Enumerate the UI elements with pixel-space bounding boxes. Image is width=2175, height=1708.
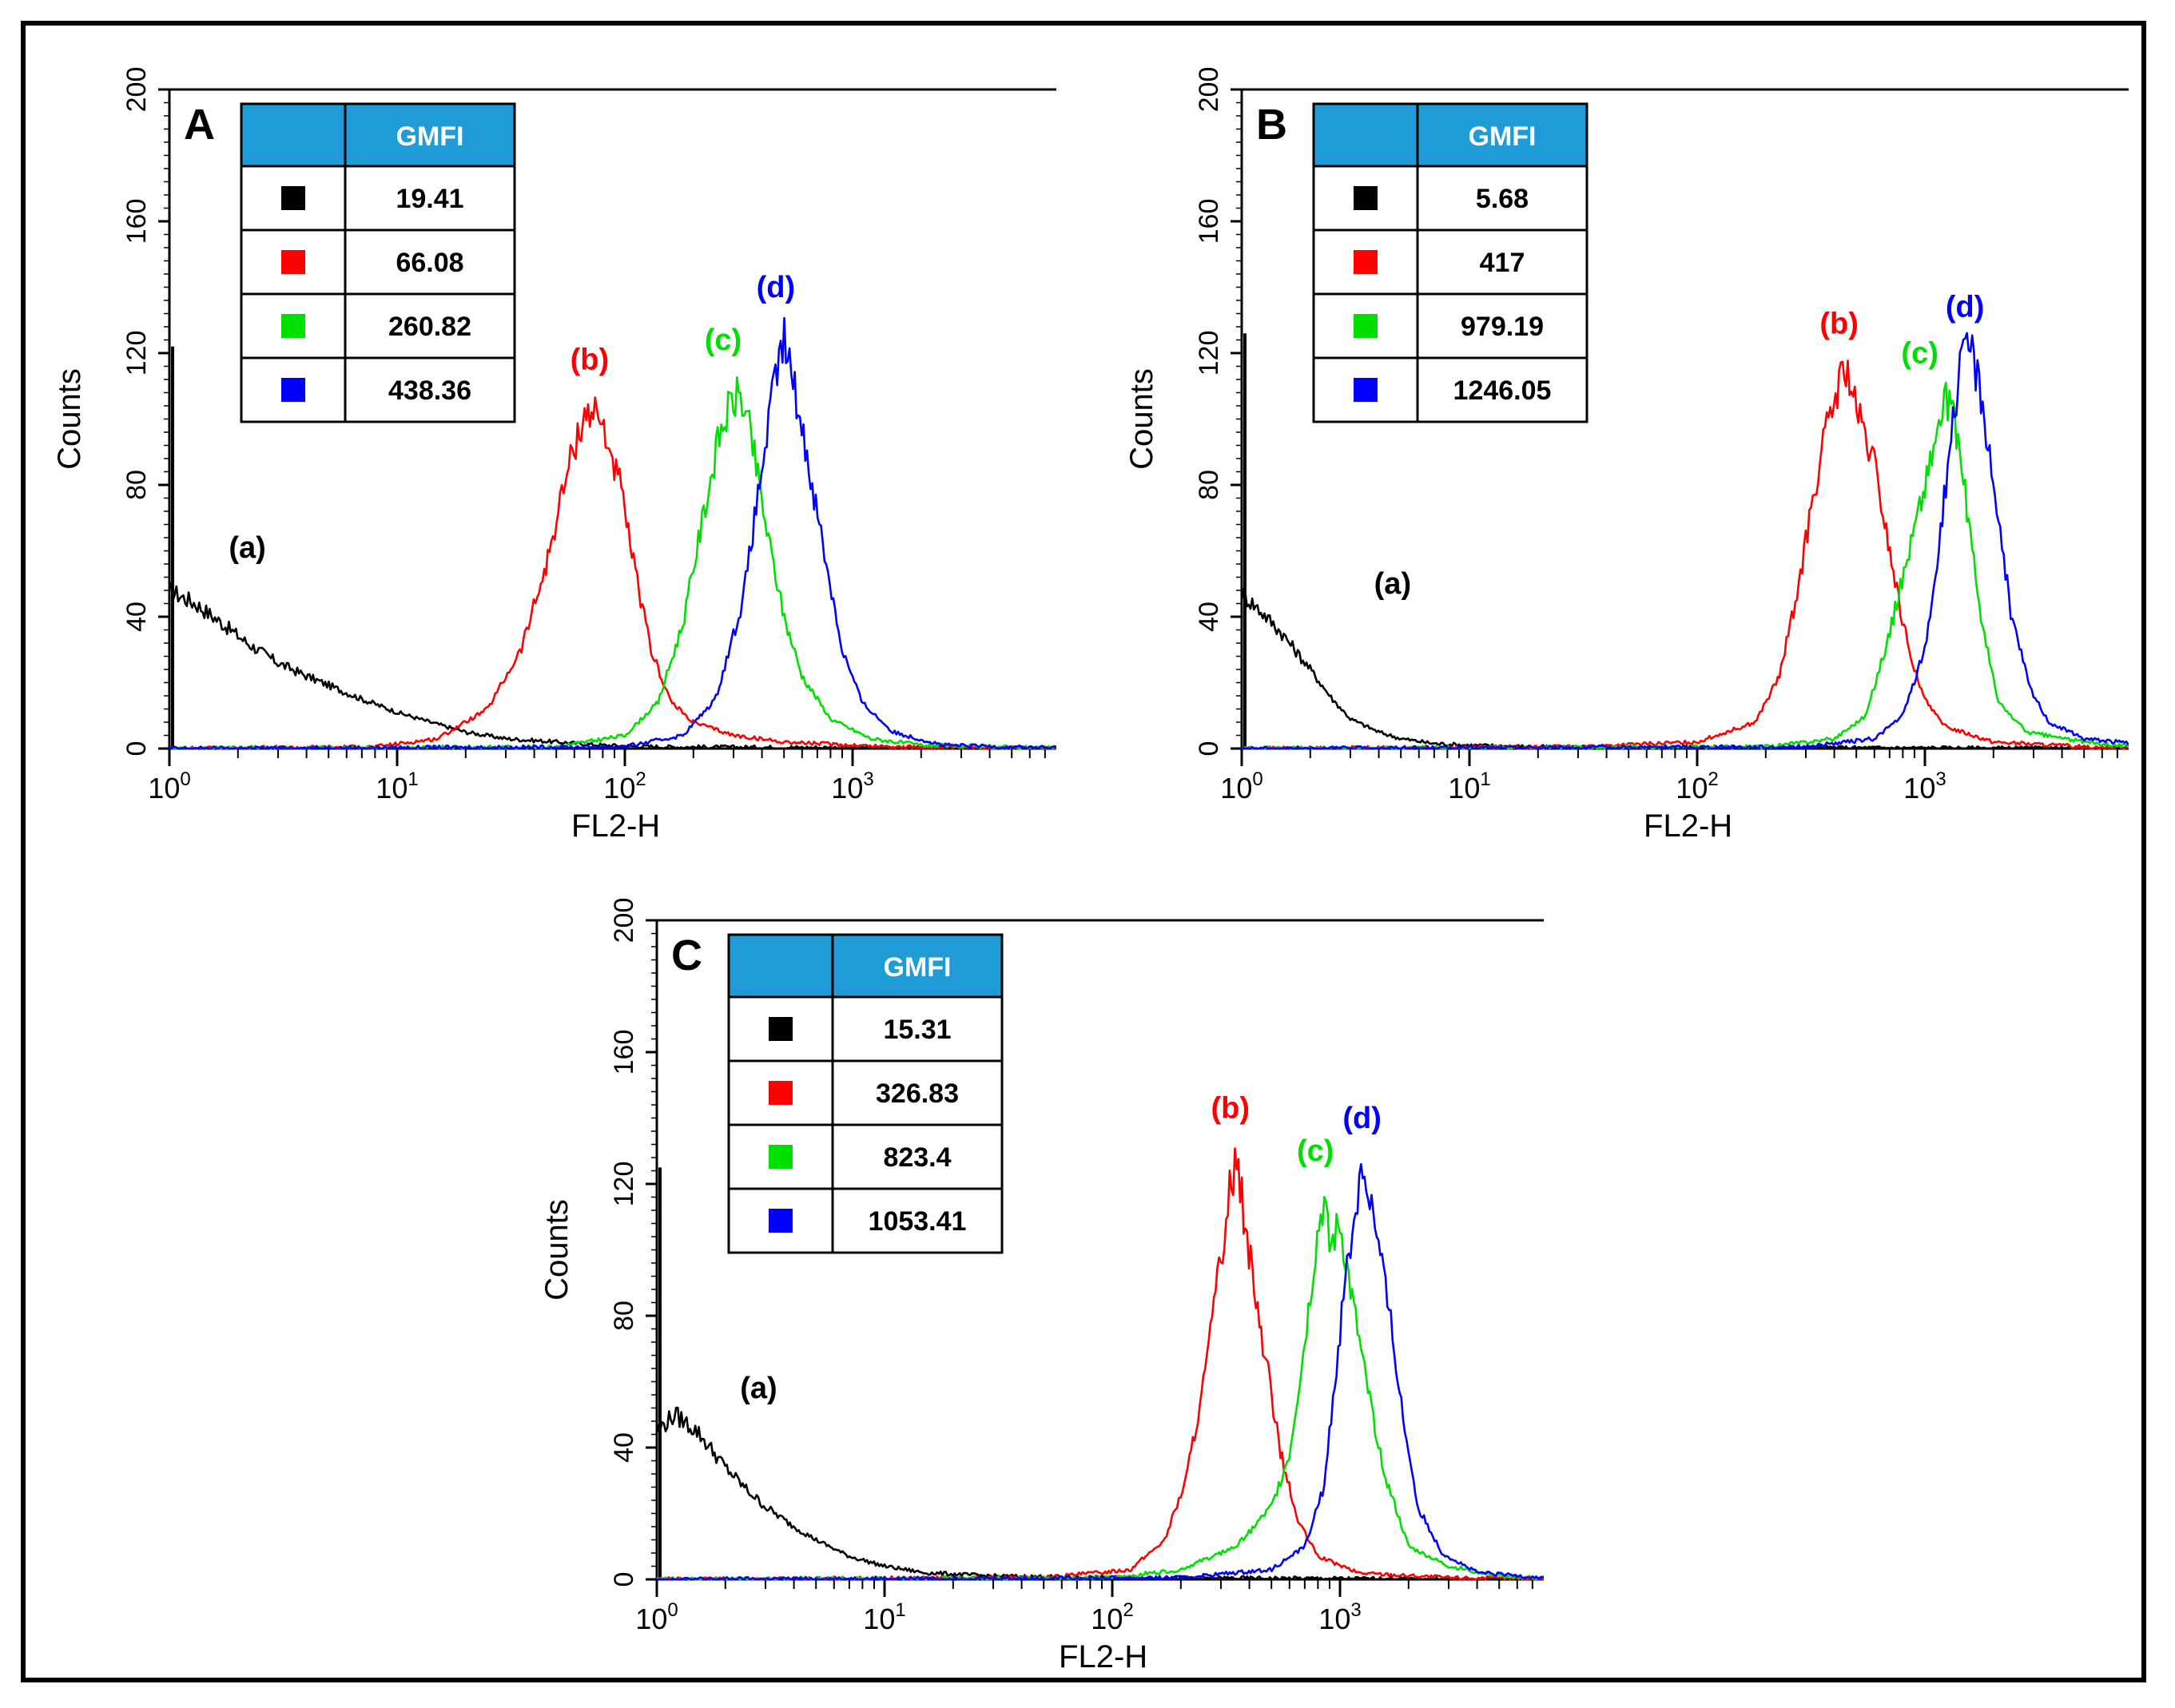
x-tick-label: 103	[831, 769, 873, 804]
y-tick-label: 120	[121, 331, 152, 376]
panel-letter: A	[184, 101, 215, 149]
series-line-c	[169, 376, 1080, 750]
series-label-c: (c)	[1901, 336, 1938, 370]
legend-value: 5.68	[1476, 184, 1529, 214]
legend-value: 1246.05	[1453, 375, 1552, 406]
histogram-chart: 04080120160200Counts100101102103104FL2-H…	[539, 898, 1589, 1674]
series-line-d	[1241, 332, 2153, 750]
legend-header	[240, 102, 516, 168]
x-axis-label: FL2-H	[1059, 1639, 1147, 1674]
y-axis-label: Counts	[52, 368, 87, 470]
y-tick-label: 0	[609, 1572, 639, 1587]
y-tick-label: 160	[121, 199, 152, 244]
legend-swatch-a	[281, 186, 305, 210]
legend-swatch-c	[769, 1145, 793, 1169]
y-tick-label: 200	[609, 898, 639, 943]
y-axis-label: Counts	[539, 1199, 575, 1301]
y-tick-label: 0	[121, 741, 152, 757]
legend-value: 979.19	[1461, 312, 1544, 342]
y-tick-label: 160	[1194, 199, 1224, 244]
legend-swatch-d	[1354, 378, 1378, 402]
legend-swatch-c	[281, 314, 305, 338]
x-tick-label: 100	[635, 1599, 678, 1635]
y-tick-label: 200	[1194, 67, 1224, 113]
series-line-d	[657, 1162, 1569, 1581]
legend-header-label: GMFI	[396, 121, 464, 152]
y-tick-label: 40	[121, 602, 152, 632]
legend-value: 823.4	[883, 1142, 951, 1173]
series-label-c: (c)	[705, 324, 742, 357]
y-axis-label: Counts	[1124, 368, 1159, 470]
legend-value: 19.41	[396, 184, 463, 214]
x-tick-label: 102	[1091, 1599, 1133, 1635]
histogram-chart: 04080120160200Counts100101102103104FL2-H…	[52, 67, 1102, 844]
x-tick-label: 101	[863, 1599, 905, 1635]
series-label-d: (d)	[1946, 291, 1985, 324]
legend-value: 326.83	[876, 1078, 959, 1109]
x-tick-label: 101	[376, 769, 418, 804]
legend-header-label: GMFI	[1469, 121, 1537, 152]
x-tick-label: 102	[1676, 769, 1718, 804]
y-tick-label: 80	[609, 1301, 639, 1331]
x-axis-label: FL2-H	[571, 808, 660, 844]
y-tick-label: 40	[1194, 602, 1224, 632]
x-tick-label: 103	[1903, 769, 1946, 804]
legend-value: 438.36	[388, 375, 471, 406]
gmfi-legend-table: GMFI 5.68 417 979.19 1246.05	[1312, 102, 1589, 423]
series-label-d: (d)	[1342, 1102, 1382, 1135]
legend-header	[1312, 102, 1589, 168]
figure-frame: 04080120160200Counts100101102103104FL2-H…	[21, 21, 2174, 1682]
x-tick-label: 103	[1318, 1599, 1361, 1635]
legend-value: 15.31	[883, 1015, 951, 1045]
y-tick-label: 80	[1194, 470, 1224, 500]
legend-swatch-a	[1354, 186, 1378, 210]
y-tick-label: 200	[121, 67, 152, 113]
x-tick-label: 100	[148, 769, 190, 804]
y-tick-label: 120	[1194, 331, 1224, 376]
panel-b: 04080120160200Counts100101102103104FL2-H…	[1122, 50, 2174, 860]
legend-swatch-a	[769, 1017, 793, 1041]
y-tick-label: 80	[121, 470, 152, 500]
panel-letter: C	[671, 931, 702, 979]
y-tick-label: 0	[1194, 741, 1224, 757]
panel-a: 04080120160200Counts100101102103104FL2-H…	[50, 50, 1102, 860]
y-tick-label: 40	[609, 1432, 639, 1463]
legend-header	[727, 933, 1004, 999]
y-tick-label: 120	[609, 1162, 639, 1207]
x-tick-label: 100	[1220, 769, 1262, 804]
legend-swatch-d	[281, 378, 305, 402]
series-label-c: (c)	[1297, 1134, 1334, 1168]
series-label-b: (b)	[571, 344, 610, 377]
legend-swatch-b	[1354, 250, 1378, 274]
legend-value: 260.82	[388, 312, 471, 342]
legend-swatch-d	[769, 1209, 793, 1233]
panel-c: 04080120160200Counts100101102103104FL2-H…	[537, 880, 1589, 1691]
series-label-a: (a)	[740, 1372, 777, 1405]
legend-value: 417	[1480, 248, 1525, 278]
legend-swatch-c	[1354, 314, 1378, 338]
gmfi-legend-table: GMFI 19.41 66.08 260.82 438.36	[240, 102, 516, 423]
histogram-chart: 04080120160200Counts100101102103104FL2-H…	[1124, 67, 2174, 844]
series-label-d: (d)	[757, 271, 796, 304]
x-tick-label: 101	[1448, 769, 1490, 804]
legend-swatch-b	[281, 250, 305, 274]
gmfi-legend-table: GMFI 15.31 326.83 823.4 1053.41	[727, 933, 1004, 1254]
legend-value: 1053.41	[869, 1206, 967, 1237]
y-tick-label: 160	[609, 1030, 639, 1075]
legend-swatch-b	[769, 1081, 793, 1105]
series-label-a: (a)	[1374, 567, 1411, 601]
series-label-b: (b)	[1211, 1092, 1251, 1126]
series-label-b: (b)	[1819, 307, 1859, 340]
panel-letter: B	[1256, 101, 1287, 149]
x-tick-label: 102	[603, 769, 646, 804]
legend-value: 66.08	[396, 248, 463, 278]
legend-header-label: GMFI	[884, 952, 952, 983]
series-label-a: (a)	[229, 531, 265, 565]
x-axis-label: FL2-H	[1644, 808, 1732, 844]
series-line-d	[169, 316, 1080, 750]
